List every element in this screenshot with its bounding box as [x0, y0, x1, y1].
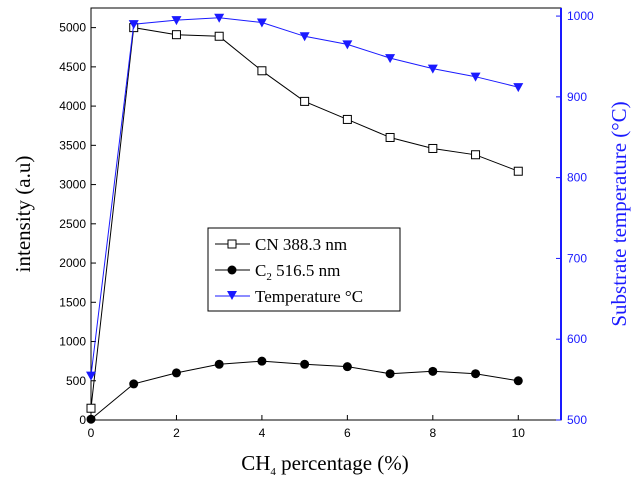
x-axis-title-main: CH [241, 451, 270, 475]
x-tick-label: 6 [344, 426, 351, 440]
cn-data-point [513, 166, 523, 176]
cn-data-point [171, 30, 181, 40]
y2-tick-label: 1000 [567, 9, 594, 23]
y-tick-label: 0 [79, 413, 86, 427]
c2-data-point [513, 376, 523, 386]
cn-series-line [90, 27, 519, 409]
temperature-data-point [86, 371, 96, 381]
cn-data-point [300, 96, 310, 106]
left-axis-ticks: 0 500 1000 1500 2000 2500 3000 3500 4000 4500 5000 [59, 21, 96, 427]
legend-label-c2: C2 516.5 nm [255, 261, 340, 283]
c2-data-point [471, 369, 481, 379]
y-axis-title: intensity (a.u) [11, 156, 35, 273]
legend-marker-temp [227, 291, 237, 300]
c2-data-point [385, 369, 395, 379]
legend: CN 388.3 nm C2 516.5 nm Temperature °C [207, 227, 401, 312]
temperature-data-point [513, 83, 524, 93]
c2-data-point [129, 379, 139, 389]
legend-marker-c2 [227, 265, 237, 275]
temperature-data-point [171, 16, 182, 26]
x-axis-title-rest: percentage (%) [276, 451, 409, 475]
legend-label-c2-rest: 516.5 nm [272, 261, 340, 280]
x-tick-label: 0 [88, 426, 95, 440]
temperature-data-point [128, 20, 139, 30]
y-tick-label: 2500 [59, 217, 86, 231]
temperature-data-point [470, 72, 481, 82]
plot-frame [90, 7, 562, 421]
y2-tick-label: 700 [567, 251, 587, 265]
temperature-data-point [342, 40, 353, 50]
temperature-series-line [90, 17, 519, 376]
c2-series-line [90, 360, 519, 420]
c2-data-point [171, 368, 181, 378]
cn-data-point [428, 143, 438, 153]
right-axis-ticks: 500 600 700 800 900 1000 [556, 9, 594, 427]
legend-label-cn: CN 388.3 nm [255, 235, 347, 254]
legend-marker-cn [227, 239, 237, 249]
y-tick-label: 1500 [59, 295, 86, 309]
y-tick-label: 4500 [59, 60, 86, 74]
c2-data-point [214, 359, 224, 369]
c2-data-point [342, 362, 352, 372]
legend-label-c2-main: C [255, 261, 266, 280]
cn-data-point [385, 132, 395, 142]
cn-data-point [342, 114, 352, 124]
temperature-data-point [299, 32, 310, 42]
x-tick-label: 8 [429, 426, 436, 440]
temperature-data-point [214, 13, 225, 23]
temperature-data-point [427, 64, 438, 74]
cn-data-point [471, 150, 481, 160]
y2-tick-label: 600 [567, 332, 587, 346]
y2-tick-label: 900 [567, 90, 587, 104]
series-layer [86, 13, 524, 424]
y-tick-label: 2000 [59, 256, 86, 270]
x-tick-label: 2 [173, 426, 180, 440]
y2-tick-label: 500 [567, 413, 587, 427]
x-axis-title-sub: 4 [270, 466, 276, 478]
y-tick-label: 4000 [59, 99, 86, 113]
y-tick-label: 1000 [59, 335, 86, 349]
x-tick-label: 4 [259, 426, 266, 440]
y-tick-label: 3000 [59, 178, 86, 192]
legend-label-temp: Temperature °C [255, 287, 363, 306]
c2-data-point [428, 366, 438, 376]
x-tick-label: 10 [512, 426, 526, 440]
cn-data-point [86, 403, 96, 413]
y-tick-label: 5000 [59, 21, 86, 35]
temperature-data-point [256, 18, 267, 28]
temperature-data-point [385, 54, 396, 64]
x-axis-title: CH4 percentage (%) [241, 451, 409, 478]
c2-data-point [86, 414, 96, 424]
c2-data-point [300, 359, 310, 369]
y2-axis-title: Substrate temperature (°C) [607, 101, 631, 326]
y-tick-label: 3500 [59, 138, 86, 152]
y2-tick-label: 800 [567, 171, 587, 185]
c2-data-point [257, 356, 267, 366]
cn-data-point [257, 66, 267, 76]
legend-label-c2-sub: 2 [266, 271, 272, 283]
cn-data-point [214, 31, 224, 41]
y-tick-label: 500 [66, 374, 86, 388]
x-axis-ticks: 0 2 4 6 8 10 [88, 415, 526, 440]
